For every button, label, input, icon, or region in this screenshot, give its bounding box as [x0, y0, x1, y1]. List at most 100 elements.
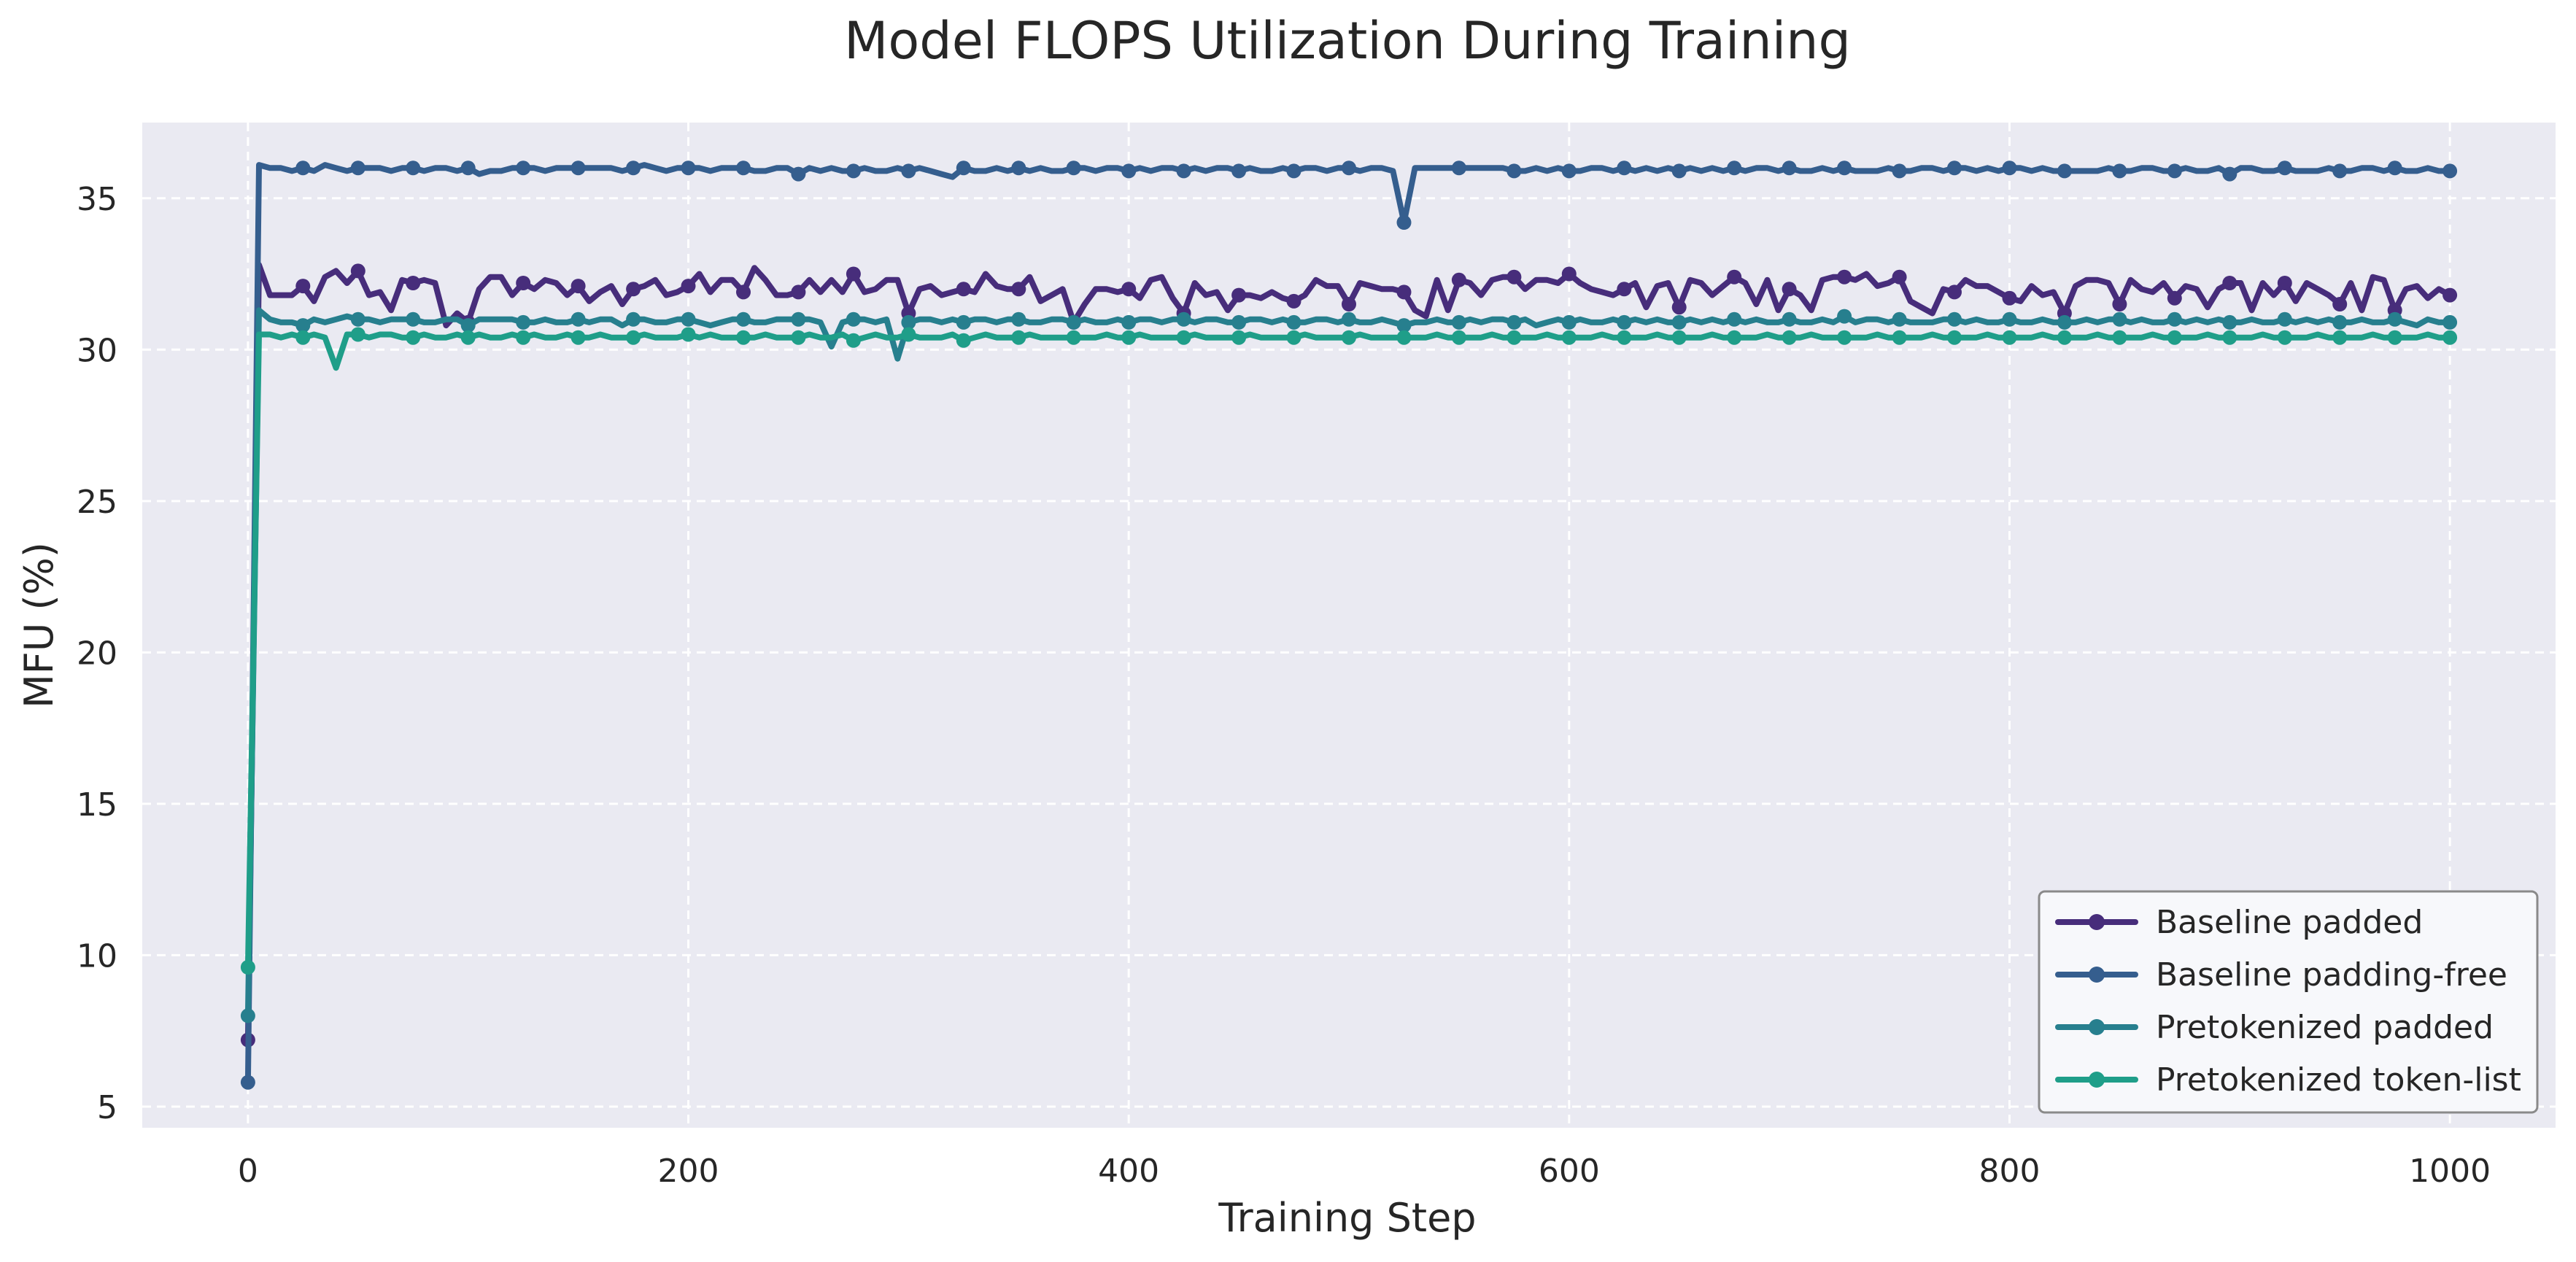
- data-point-pretokenized-token-list: [736, 330, 751, 345]
- data-point-pretokenized-padded: [1451, 314, 1466, 330]
- data-point-baseline-padded: [1617, 282, 1632, 297]
- data-point-pretokenized-padded: [516, 314, 531, 330]
- data-point-pretokenized-padded: [1561, 314, 1577, 330]
- data-point-baseline-padded: [295, 279, 311, 294]
- legend-swatch-marker: [2089, 1019, 2105, 1035]
- data-point-pretokenized-token-list: [2442, 330, 2458, 345]
- y-tick-label: 35: [77, 181, 117, 218]
- legend-swatch-marker: [2089, 1072, 2105, 1088]
- data-point-pretokenized-padded: [901, 314, 916, 330]
- data-point-baseline-padding-free: [516, 160, 531, 176]
- data-point-pretokenized-padded: [1066, 314, 1081, 330]
- data-point-pretokenized-token-list: [1506, 330, 1522, 345]
- data-point-baseline-padded: [2112, 297, 2127, 311]
- data-point-pretokenized-padded: [956, 314, 971, 330]
- data-point-baseline-padding-free: [2112, 163, 2127, 179]
- data-point-pretokenized-padded: [1231, 314, 1247, 330]
- data-point-pretokenized-token-list: [681, 327, 696, 342]
- data-point-baseline-padding-free: [846, 163, 861, 179]
- data-point-baseline-padded: [681, 279, 696, 294]
- data-point-pretokenized-token-list: [626, 330, 641, 345]
- data-point-pretokenized-padded: [1671, 314, 1687, 330]
- data-point-baseline-padding-free: [1286, 163, 1301, 179]
- data-point-pretokenized-padded: [2277, 311, 2292, 327]
- data-point-pretokenized-padded: [2332, 314, 2348, 330]
- legend-label: Baseline padded: [2156, 904, 2423, 941]
- y-tick-label: 15: [77, 786, 117, 824]
- legend-swatch-marker: [2089, 967, 2105, 983]
- data-point-pretokenized-token-list: [1176, 330, 1191, 345]
- data-point-pretokenized-padded: [1176, 311, 1191, 327]
- data-point-baseline-padded: [2222, 276, 2237, 290]
- data-point-pretokenized-padded: [846, 311, 861, 327]
- data-point-baseline-padded: [1947, 284, 1962, 300]
- data-point-baseline-padding-free: [1506, 163, 1522, 179]
- data-point-baseline-padded: [1396, 284, 1412, 300]
- legend-label: Pretokenized token-list: [2156, 1061, 2521, 1099]
- data-point-pretokenized-token-list: [2167, 330, 2182, 345]
- legend-label: Pretokenized padded: [2156, 1009, 2494, 1046]
- data-point-pretokenized-padded: [1342, 311, 1356, 327]
- data-point-baseline-padding-free: [1892, 163, 1907, 179]
- data-point-pretokenized-token-list: [791, 330, 806, 345]
- data-point-pretokenized-padded: [1506, 314, 1522, 330]
- data-point-baseline-padded: [2442, 287, 2458, 303]
- y-tick-label: 10: [77, 937, 117, 975]
- series-layer: [240, 160, 2458, 1090]
- data-point-baseline-padding-free: [681, 160, 696, 176]
- data-point-pretokenized-padded: [791, 311, 806, 327]
- data-point-pretokenized-padded: [2112, 311, 2127, 327]
- data-point-pretokenized-padded: [1121, 314, 1137, 330]
- data-point-baseline-padding-free: [2002, 160, 2017, 176]
- data-point-pretokenized-token-list: [295, 330, 311, 345]
- data-point-pretokenized-token-list: [846, 333, 861, 348]
- x-tick-label: 800: [1979, 1153, 2040, 1190]
- data-point-baseline-padding-free: [1176, 163, 1191, 179]
- data-point-pretokenized-token-list: [1396, 330, 1412, 345]
- data-point-pretokenized-padded: [240, 1008, 255, 1023]
- data-point-baseline-padding-free: [791, 166, 806, 182]
- data-point-pretokenized-padded: [1782, 311, 1797, 327]
- data-point-pretokenized-token-list: [956, 333, 971, 348]
- data-point-pretokenized-padded: [1396, 318, 1412, 333]
- data-point-pretokenized-padded: [2002, 311, 2017, 327]
- data-point-baseline-padded: [626, 282, 641, 297]
- data-point-baseline-padding-free: [350, 160, 365, 176]
- legend-label: Baseline padding-free: [2156, 956, 2507, 994]
- x-tick-label: 400: [1098, 1153, 1159, 1190]
- data-point-baseline-padding-free: [1451, 160, 1466, 176]
- data-point-pretokenized-token-list: [2112, 330, 2127, 345]
- data-point-pretokenized-token-list: [1066, 330, 1081, 345]
- data-point-pretokenized-padded: [2167, 311, 2182, 327]
- data-point-pretokenized-padded: [1617, 314, 1632, 330]
- data-point-baseline-padding-free: [2222, 166, 2237, 182]
- data-point-pretokenized-padded: [1727, 311, 1742, 327]
- y-axis-ticks: 5 10 15 20 25 30 35: [77, 181, 117, 1126]
- data-point-baseline-padding-free: [1231, 163, 1247, 179]
- data-point-baseline-padded: [1451, 272, 1466, 287]
- data-point-baseline-padding-free: [240, 1075, 255, 1090]
- data-point-baseline-padded: [1011, 282, 1026, 297]
- data-point-baseline-padding-free: [1066, 160, 1081, 176]
- data-point-baseline-padded: [1506, 269, 1522, 284]
- data-point-pretokenized-token-list: [1451, 330, 1466, 345]
- data-point-pretokenized-padded: [2442, 314, 2458, 330]
- series-baseline-padded: [240, 262, 2458, 1048]
- legend-box: [2038, 890, 2539, 1114]
- data-point-baseline-padding-free: [1727, 160, 1742, 176]
- data-point-baseline-padding-free: [570, 160, 586, 176]
- data-point-baseline-padded: [1837, 269, 1852, 284]
- data-point-baseline-padded: [1782, 282, 1797, 297]
- data-point-pretokenized-padded: [406, 311, 421, 327]
- data-point-baseline-padding-free: [1011, 160, 1026, 176]
- data-point-baseline-padding-free: [1121, 163, 1137, 179]
- series-pretokenized-token-list: [240, 327, 2458, 975]
- data-point-pretokenized-padded: [626, 311, 641, 327]
- data-point-pretokenized-padded: [1947, 311, 1962, 327]
- data-point-pretokenized-padded: [2222, 314, 2237, 330]
- data-point-pretokenized-token-list: [2002, 330, 2017, 345]
- data-point-baseline-padding-free: [626, 160, 641, 176]
- y-tick-label: 25: [77, 484, 117, 521]
- data-point-baseline-padded: [406, 276, 421, 290]
- data-point-baseline-padding-free: [2387, 160, 2402, 176]
